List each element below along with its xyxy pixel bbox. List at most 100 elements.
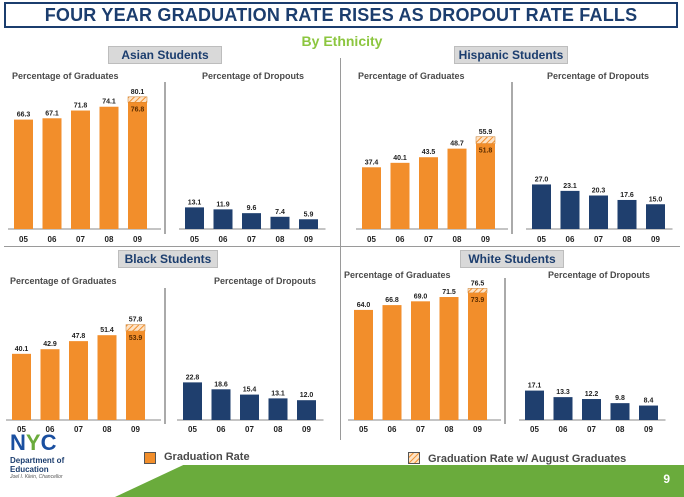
nyc-doe-logo: N Y C Department of Education Joel I. Kl… [10,432,100,492]
graduation-value-label: 51.8 [479,148,493,155]
dropouts-year-label: 05 [530,425,539,434]
graduates-year-label: 07 [76,235,85,244]
graduation-bar [128,102,147,229]
graduates-year-label: 09 [473,425,482,434]
dropout-value-label: 23.1 [563,183,577,190]
graduates-year-label: 09 [131,425,140,434]
graduation-value-label: 66.8 [385,297,399,304]
legend-august-swatch [408,452,420,464]
dropout-value-label: 7.4 [275,209,285,216]
dropout-value-label: 8.4 [644,398,654,405]
graduation-bar [42,118,62,229]
dropouts-year-label: 09 [644,425,653,434]
dropout-value-label: 27.0 [535,176,549,183]
graduation-bar [12,353,31,420]
dropouts-year-label: 06 [566,235,575,244]
graduates-year-label: 05 [19,235,28,244]
panel-title: White Students [460,250,564,268]
graduation-value-label: 71.8 [74,103,88,110]
chart-canvas: 64.0 05 66.8 06 69.0 07 71.5 08 76.5 73.9 09 17.1 05… [348,278,666,434]
dropout-bar [297,400,316,420]
august-value-label: 76.5 [471,280,485,287]
graduates-year-label: 06 [396,235,405,244]
graduation-bar [40,349,60,420]
dropouts-year-label: 08 [276,235,285,244]
logo-chancellor: Joel I. Klein, Chancellor [10,474,63,480]
horizontal-divider [4,246,680,247]
graduates-year-label: 08 [453,235,462,244]
panel-title: Hispanic Students [454,46,568,64]
dropout-value-label: 9.8 [615,395,625,402]
dropout-bar [242,213,261,229]
dropout-value-label: 18.6 [214,381,228,388]
dropout-value-label: 15.0 [649,196,663,203]
graduates-year-label: 06 [388,425,397,434]
dropouts-year-label: 06 [217,425,226,434]
graduates-year-label: 05 [367,235,376,244]
dropout-bar [553,397,573,420]
dropouts-year-label: 07 [587,425,596,434]
logo-letter-y: Y [25,430,41,455]
chart-canvas: 40.1 05 42.9 06 47.8 07 51.4 08 57.8 53.9 09 22.8 05… [6,288,324,434]
legend-graduation-label: Graduation Rate [164,451,250,463]
dropout-value-label: 9.6 [247,205,257,212]
dropout-value-label: 5.9 [304,211,314,218]
graduation-value-label: 37.4 [365,159,379,166]
dropout-value-label: 13.1 [188,199,202,206]
graduation-bar [419,157,438,229]
graduates-year-label: 06 [46,425,55,434]
graduation-bar [390,162,410,229]
dropout-bar [560,190,580,229]
logo-letter-c: C [40,430,57,455]
dropout-bar [525,390,544,420]
dropouts-heading: Percentage of Dropouts [202,71,305,81]
graduation-value-label: 47.8 [72,333,86,340]
graduates-year-label: 07 [416,425,425,434]
graduation-bar [99,106,119,229]
dropout-bar [268,398,288,420]
dropout-bar [213,209,233,229]
graduates-heading: Percentage of Graduates [12,71,119,81]
graduation-value-label: 73.9 [471,297,485,304]
dropouts-heading: Percentage of Dropouts [547,71,650,81]
dropouts-year-label: 09 [651,235,660,244]
graduation-bar [354,309,373,420]
graduation-value-label: 40.1 [15,346,29,353]
dropout-value-label: 13.1 [271,390,285,397]
dropouts-heading: Percentage of Dropouts [214,276,317,286]
graduates-year-label: 05 [17,425,26,434]
dropouts-year-label: 05 [190,235,199,244]
graduation-value-label: 66.3 [17,112,31,119]
august-bar-segment [127,96,148,103]
graduation-bar [382,305,402,420]
title-bar: FOUR YEAR GRADUATION RATE RISES AS DROPO… [4,2,678,28]
dropout-bar [589,195,608,229]
graduation-bar [468,292,487,420]
dropout-bar [610,403,630,420]
chart-canvas: 66.3 05 67.1 06 71.8 07 74.1 08 80.1 76.8 09 13.1 05… [8,82,326,244]
white-chart: White Students Percentage of Graduates Per… [342,248,682,440]
graduates-year-label: 07 [424,235,433,244]
graduates-year-label: 09 [133,235,142,244]
graduates-year-label: 07 [74,425,83,434]
graduation-bar [69,341,88,420]
graduates-heading: Percentage of Graduates [358,71,465,81]
dropout-bar [240,394,259,420]
graduates-year-label: 06 [48,235,57,244]
dropout-value-label: 17.1 [528,383,542,390]
august-bar-segment [125,324,146,332]
dropouts-year-label: 06 [219,235,228,244]
footer-bar [115,465,684,497]
dropout-value-label: 22.8 [186,374,200,381]
dropouts-year-label: 08 [274,425,283,434]
page-subtitle: By Ethnicity [301,33,383,49]
dropout-value-label: 11.9 [216,201,229,208]
dropouts-year-label: 07 [247,235,256,244]
graduates-heading: Percentage of Graduates [10,276,117,286]
dropouts-year-label: 06 [559,425,568,434]
dropout-bar [185,207,204,229]
page-title: FOUR YEAR GRADUATION RATE RISES AS DROPO… [44,4,638,25]
hispanic-chart: Hispanic Students Percentage of Graduates… [342,44,682,246]
graduates-year-label: 08 [105,235,114,244]
august-value-label: 57.8 [129,317,143,324]
